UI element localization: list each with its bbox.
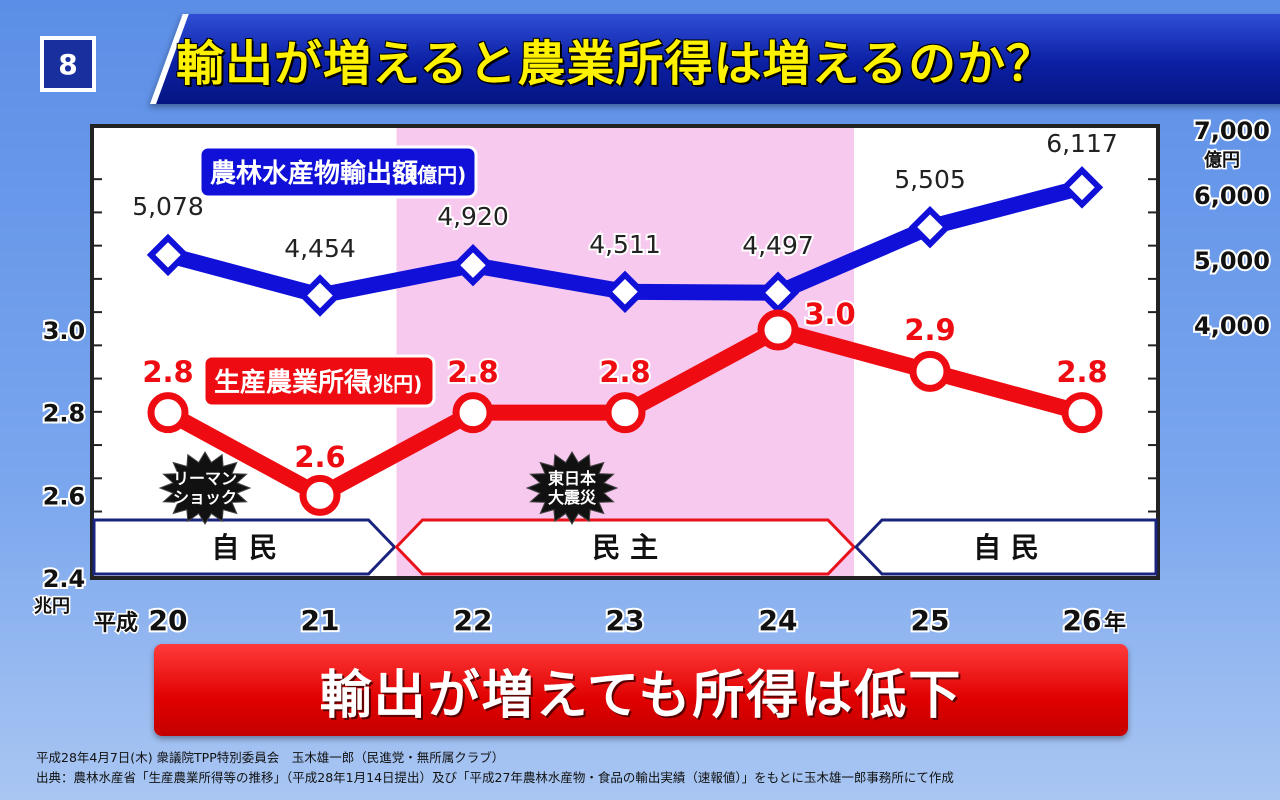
x-axis-tick-label: 24 bbox=[759, 604, 798, 637]
export-data-label: 4,920 bbox=[437, 202, 509, 231]
right-axis-tick-label: 4,000 bbox=[1194, 312, 1270, 340]
right-axis-unit: 億円 bbox=[1204, 149, 1240, 171]
x-axis-year-suffix: 年 bbox=[1104, 610, 1126, 636]
chart: 2.4 2.6 2.8 3.0 兆円 4,000 5,000 6,000 7,000 億円自 民 民… bbox=[33, 115, 1272, 639]
export-data-label: 4,511 bbox=[589, 230, 661, 259]
ldp-period-band-1 bbox=[92, 518, 397, 576]
x-axis-tick-label: 21 bbox=[301, 604, 340, 637]
period-label: 民 主 bbox=[592, 531, 658, 564]
income-data-point bbox=[452, 392, 494, 434]
export-data-point bbox=[908, 205, 952, 249]
x-axis-tick-label: 25 bbox=[911, 604, 950, 637]
export-data-label: 5,505 bbox=[894, 165, 966, 194]
right-axis-tick-label: 7,000 bbox=[1194, 117, 1270, 145]
x-axis-tick-label: 26 bbox=[1063, 604, 1102, 637]
export-data-label: 4,497 bbox=[742, 231, 814, 260]
export-data-label: 5,078 bbox=[132, 192, 204, 221]
export-data-point bbox=[1060, 166, 1104, 209]
x-axis-tick-label: 23 bbox=[606, 604, 645, 637]
export-data-point bbox=[603, 270, 647, 313]
event-annotation-text: ショック bbox=[173, 488, 237, 507]
event-annotation-text: 東日本 bbox=[548, 469, 596, 488]
income-data-label: 2.6 bbox=[294, 440, 345, 474]
x-axis-tick-label: 22 bbox=[454, 604, 493, 637]
event-burst bbox=[158, 451, 252, 525]
export-data-label: 4,454 bbox=[284, 234, 356, 263]
income-data-point bbox=[1061, 392, 1103, 434]
income-data-point bbox=[299, 474, 341, 516]
period-label: 自 民 bbox=[973, 531, 1039, 564]
period-label: 自 民 bbox=[211, 531, 277, 564]
export-data-label: 6,117 bbox=[1046, 129, 1118, 158]
event-annotation-text: リーマン bbox=[173, 469, 237, 488]
left-axis-unit: 兆円 bbox=[34, 596, 70, 617]
slide-number-badge: 8 bbox=[40, 36, 96, 92]
export-legend-label: 農林水産物輸出額 bbox=[210, 158, 418, 189]
income-legend-unit: (兆円) bbox=[364, 372, 422, 396]
conclusion-banner: 輸出が増えても所得は低下 bbox=[154, 644, 1128, 736]
income-legend-label: 生産農業所得 bbox=[214, 367, 370, 398]
right-axis-tick-label: 5,000 bbox=[1194, 247, 1270, 275]
right-axis-tick-label: 6,000 bbox=[1194, 182, 1270, 210]
income-data-label: 2.8 bbox=[599, 355, 650, 389]
income-data-point bbox=[147, 392, 189, 434]
event-burst bbox=[525, 451, 619, 525]
left-axis-tick-label: 2.8 bbox=[43, 400, 86, 428]
x-axis-tick-label: 20 bbox=[149, 604, 188, 637]
export-legend-unit: (億円) bbox=[408, 163, 466, 187]
income-data-point bbox=[604, 392, 646, 434]
left-axis-tick-label: 2.6 bbox=[43, 482, 86, 510]
ldp-period-band-2 bbox=[853, 518, 1158, 576]
income-legend-box bbox=[202, 354, 436, 408]
income-data-point bbox=[909, 350, 951, 392]
minshu-period-band bbox=[396, 126, 854, 578]
income-data-point bbox=[757, 309, 799, 351]
income-data-label: 2.8 bbox=[142, 355, 193, 389]
left-axis-tick-label: 2.4 bbox=[43, 565, 86, 593]
income-data-label: 3.0 bbox=[804, 297, 855, 331]
event-annotation-text: 大震災 bbox=[548, 488, 597, 507]
footer-line-2: 出典：農林水産省「生産農業所得等の推移」（平成28年1月14日提出）及び「平成2… bbox=[36, 770, 954, 785]
export-legend-box bbox=[198, 145, 478, 199]
export-data-point bbox=[146, 233, 190, 277]
income-data-label: 2.8 bbox=[1056, 355, 1107, 389]
plot-frame bbox=[90, 124, 1160, 580]
export-data-point bbox=[451, 243, 495, 287]
footer: 平成28年4月7日(木) 衆議院TPP特別委員会 玉木雄一郎（民進党・無所属クラ… bbox=[36, 748, 1266, 788]
left-axis-tick-label: 3.0 bbox=[43, 317, 86, 345]
export-data-point bbox=[298, 274, 342, 317]
income-data-label: 2.9 bbox=[904, 313, 955, 347]
income-data-label: 2.8 bbox=[447, 355, 498, 389]
export-data-point bbox=[756, 271, 800, 314]
page-title: 輸出が増えると農業所得は増えるのか？ bbox=[176, 36, 1056, 92]
footer-line-1: 平成28年4月7日(木) 衆議院TPP特別委員会 玉木雄一郎（民進党・無所属クラ… bbox=[36, 750, 505, 765]
x-axis-era-prefix: 平成 bbox=[94, 611, 138, 636]
